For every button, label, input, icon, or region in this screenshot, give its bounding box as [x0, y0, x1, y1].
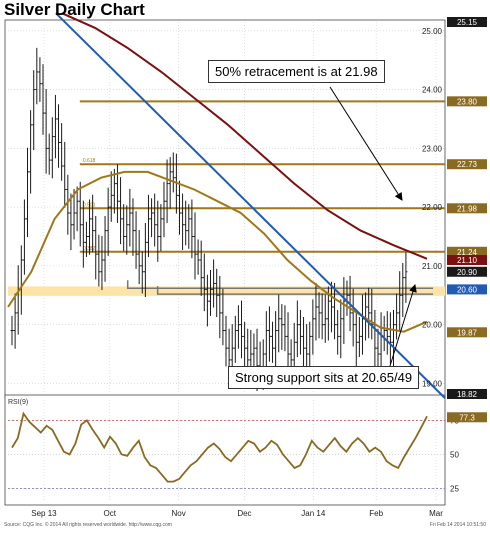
- downtrend-line: [55, 12, 446, 399]
- source-note: Source: CQG Inc. © 2014 All rights reser…: [4, 522, 172, 528]
- support-arrow: [389, 284, 417, 367]
- price-tag-label: 20.60: [457, 285, 478, 294]
- x-tick-label: Oct: [104, 509, 117, 518]
- rsi-tick-label: 25: [450, 484, 459, 493]
- price-tag: [447, 284, 487, 295]
- x-tick-label: Sep 13: [31, 509, 57, 518]
- y-tick-label: 23.00: [422, 144, 443, 153]
- y-tick-label: 19.00: [422, 379, 443, 388]
- rsi-tag-label: 77.3: [459, 413, 475, 422]
- x-tick-label: Nov: [171, 509, 185, 518]
- long-moving-average-line: [61, 12, 428, 260]
- support-band: [8, 286, 445, 296]
- short-moving-average-line: [7, 170, 428, 333]
- y-tick-label: 22.00: [422, 203, 443, 212]
- y-tick-label: 24.00: [422, 86, 443, 95]
- timestamp: Fri Feb 14 2014 10:51:50: [429, 522, 486, 528]
- rsi-tick-label: 50: [450, 450, 459, 459]
- rsi-line: [11, 411, 428, 483]
- price-tag: [447, 266, 487, 277]
- retracement-arrow: [329, 86, 403, 201]
- price-tag-label: 21.98: [457, 204, 478, 213]
- rsi-tag: [447, 412, 487, 423]
- price-tag-label: 18.82: [457, 390, 478, 399]
- x-tick-label: Feb: [369, 509, 383, 518]
- price-tag-label: 21.10: [457, 256, 478, 265]
- retracement-callout: 50% retracement is at 21.98: [208, 60, 385, 83]
- support-callout: Strong support sits at 20.65/49: [228, 366, 420, 389]
- price-tag: [447, 255, 487, 266]
- price-tag-label: 25.15: [457, 18, 478, 27]
- price-tag: [447, 203, 487, 214]
- y-tick-label: 20.00: [422, 321, 443, 330]
- x-tick-label: Dec: [237, 509, 251, 518]
- price-tag: [447, 17, 487, 27]
- price-tag: [447, 159, 487, 170]
- rsi-label: RSI(9): [8, 399, 28, 406]
- price-tag-label: 19.87: [457, 328, 478, 337]
- price-tag: [447, 327, 487, 338]
- price-tag: [447, 96, 487, 107]
- price-tag-label: 22.73: [457, 160, 478, 169]
- y-tick-label: 21.00: [422, 262, 443, 271]
- price-tag: [447, 246, 487, 257]
- price-tag-label: 20.90: [457, 268, 478, 277]
- price-tag-label: 21.24: [457, 248, 478, 257]
- x-tick-label: Mar: [429, 509, 443, 518]
- price-tag: [447, 389, 487, 399]
- price-tag-label: 23.80: [457, 97, 478, 106]
- x-tick-label: Jan 14: [301, 509, 326, 518]
- chart-title: Silver Daily Chart: [4, 0, 145, 19]
- fib-level-label: 0.618: [83, 158, 96, 164]
- y-tick-label: 25.00: [422, 27, 443, 36]
